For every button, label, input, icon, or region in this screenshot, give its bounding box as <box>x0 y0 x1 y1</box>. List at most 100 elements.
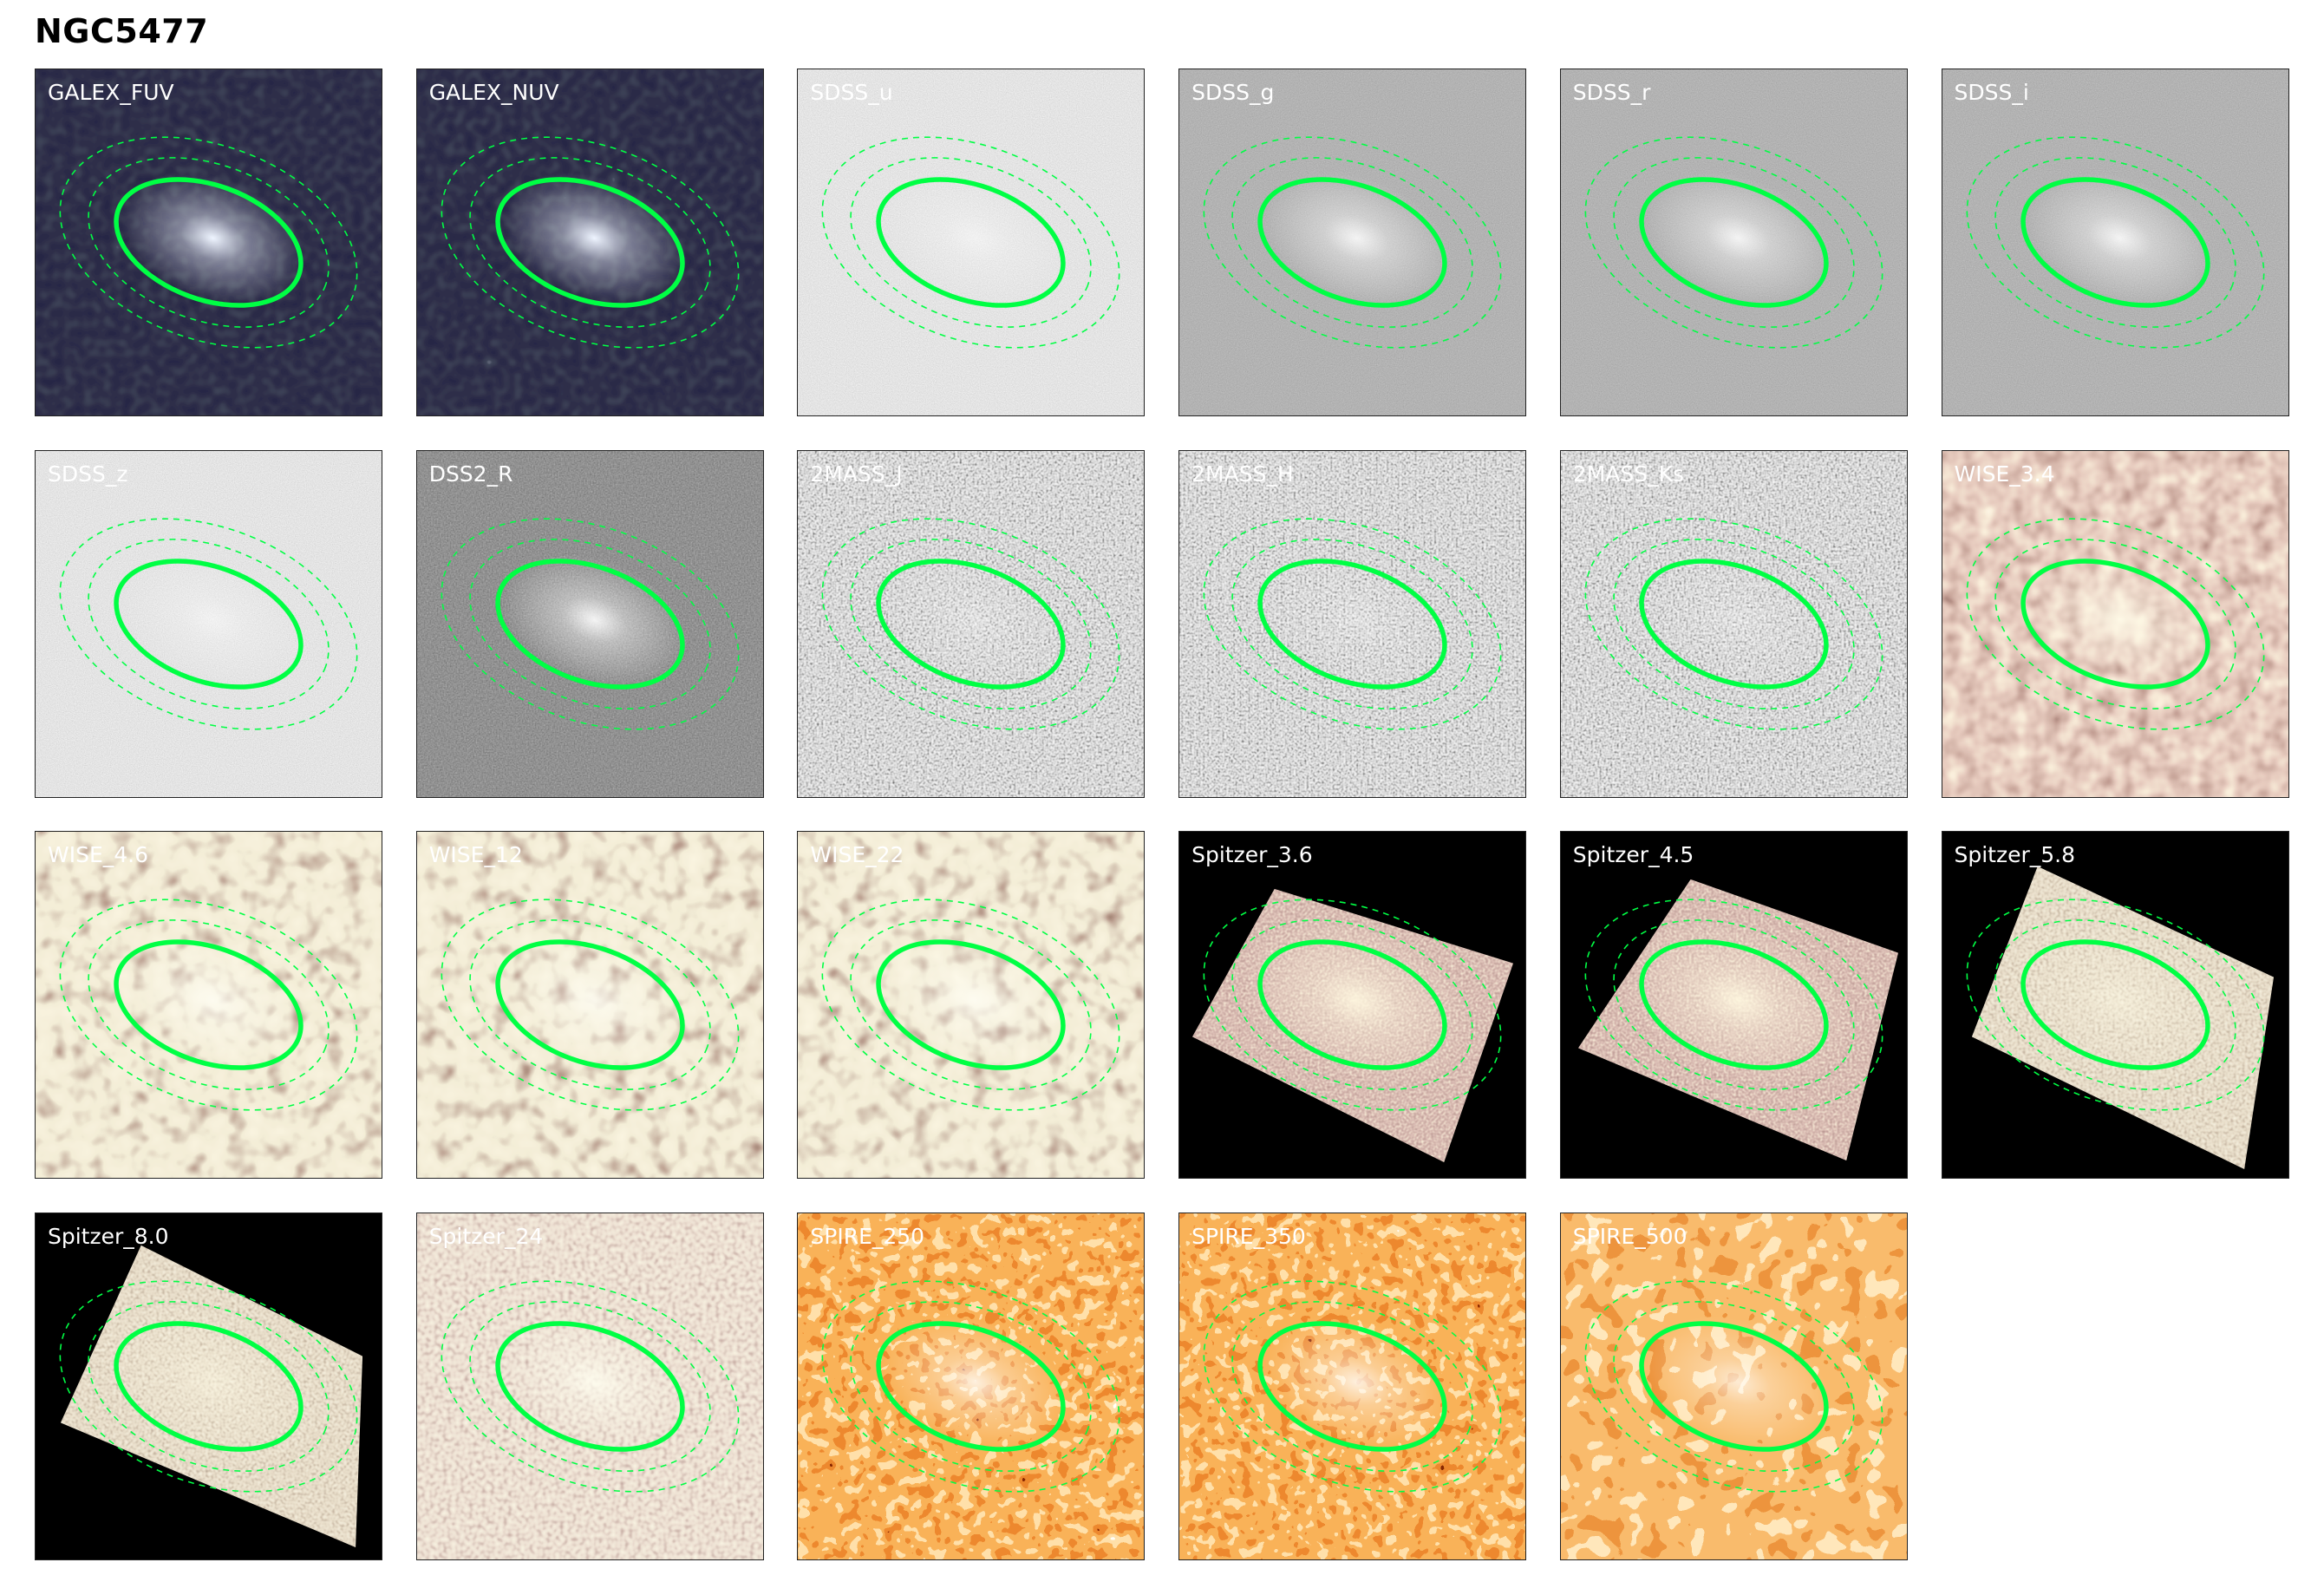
source-aperture <box>494 939 685 1070</box>
band-image <box>1179 450 1526 797</box>
band-image <box>416 1213 763 1559</box>
inner-background-annulus <box>1994 157 2236 328</box>
band-label: WISE_3.4 <box>1954 461 2055 487</box>
band-label: SDSS_g <box>1191 80 1275 105</box>
band-image <box>1560 69 1907 415</box>
source-aperture <box>114 177 304 308</box>
outer-background-annulus <box>59 899 358 1111</box>
inner-background-annulus <box>88 157 330 328</box>
image-panel: 2MASS_Ks <box>1559 449 1908 798</box>
source-aperture <box>1257 939 1447 1070</box>
band-label: Spitzer_5.8 <box>1954 842 2076 867</box>
inner-background-annulus <box>850 538 1093 709</box>
inner-background-annulus <box>468 157 711 328</box>
outer-background-annulus <box>1584 899 1883 1111</box>
source-aperture <box>876 177 1067 308</box>
band-label: Spitzer_4.5 <box>1572 842 1694 867</box>
source-aperture <box>494 558 685 690</box>
band-label: 2MASS_H <box>1191 461 1294 487</box>
band-image <box>36 69 382 415</box>
band-image <box>1942 832 2288 1178</box>
inner-background-annulus <box>1613 1300 1855 1472</box>
outer-background-annulus <box>59 1279 358 1493</box>
image-panel: SDSS_z <box>35 449 382 798</box>
inner-background-annulus <box>1613 919 1855 1090</box>
band-image <box>416 69 763 415</box>
band-label: SPIRE_500 <box>1572 1223 1688 1249</box>
image-panel: Spitzer_24 <box>415 1212 764 1560</box>
image-panel: DSS2_R <box>415 449 764 798</box>
image-panel: SPIRE_250 <box>797 1212 1146 1560</box>
inner-background-annulus <box>850 919 1093 1090</box>
outer-background-annulus <box>1966 899 2264 1111</box>
band-label: GALEX_NUV <box>428 80 559 105</box>
inner-background-annulus <box>88 1300 330 1472</box>
source-aperture <box>494 1320 685 1452</box>
inner-background-annulus <box>468 919 711 1090</box>
source-aperture <box>1257 1320 1447 1452</box>
image-panel: GALEX_NUV <box>415 69 764 416</box>
inner-background-annulus <box>1231 157 1473 328</box>
band-image <box>416 450 763 797</box>
source-aperture <box>2020 177 2210 308</box>
band-image <box>1942 69 2288 415</box>
band-image <box>1560 832 1907 1178</box>
band-image <box>798 450 1145 797</box>
source-aperture <box>876 558 1067 690</box>
source-aperture <box>114 558 304 690</box>
source-aperture <box>2020 558 2210 690</box>
outer-background-annulus <box>821 899 1120 1111</box>
band-label: WISE_22 <box>810 842 904 867</box>
outer-background-annulus <box>441 517 740 730</box>
image-panel: Spitzer_4.5 <box>1559 831 1908 1179</box>
band-image <box>1179 832 1526 1178</box>
band-label: SDSS_u <box>810 80 893 105</box>
band-label: WISE_4.6 <box>48 842 149 867</box>
inner-background-annulus <box>850 1300 1093 1472</box>
band-label: Spitzer_24 <box>428 1223 544 1249</box>
image-panel: 2MASS_H <box>1178 449 1527 798</box>
inner-background-annulus <box>1613 538 1855 709</box>
outer-background-annulus <box>1584 1279 1883 1493</box>
band-image <box>798 69 1145 415</box>
image-panel: SPIRE_350 <box>1178 1212 1527 1560</box>
outer-background-annulus <box>1203 899 1502 1111</box>
source-aperture <box>1639 177 1829 308</box>
band-label: 2MASS_Ks <box>1572 461 1685 487</box>
outer-background-annulus <box>1203 1279 1502 1493</box>
outer-background-annulus <box>1584 517 1883 730</box>
inner-background-annulus <box>468 538 711 709</box>
outer-background-annulus <box>1966 517 2264 730</box>
band-image <box>798 832 1145 1178</box>
band-label: SPIRE_350 <box>1191 1223 1306 1249</box>
band-label: WISE_12 <box>428 842 523 867</box>
image-panel: SDSS_u <box>797 69 1146 416</box>
outer-background-annulus <box>59 517 358 730</box>
band-label: SDSS_i <box>1954 80 2029 105</box>
inner-background-annulus <box>1994 919 2236 1090</box>
outer-background-annulus <box>441 136 740 349</box>
source-aperture <box>1639 1320 1829 1452</box>
source-aperture <box>114 1320 304 1452</box>
band-image <box>1560 450 1907 797</box>
image-panel: Spitzer_3.6 <box>1178 831 1527 1179</box>
band-image <box>1179 69 1526 415</box>
band-label: SPIRE_250 <box>810 1223 925 1249</box>
image-panel: Spitzer_8.0 <box>35 1212 382 1560</box>
image-panel: SPIRE_500 <box>1559 1212 1908 1560</box>
source-aperture <box>1257 558 1447 690</box>
source-aperture <box>2020 939 2210 1070</box>
outer-background-annulus <box>1203 517 1502 730</box>
band-image <box>1179 1213 1526 1559</box>
source-aperture <box>1257 177 1447 308</box>
source-aperture <box>1639 558 1829 690</box>
figure-title: NGC5477 <box>35 12 209 50</box>
source-aperture <box>494 177 685 308</box>
image-panel: Spitzer_5.8 <box>1941 831 2289 1179</box>
source-aperture <box>876 939 1067 1070</box>
inner-background-annulus <box>88 538 330 709</box>
image-panel: WISE_3.4 <box>1941 449 2289 798</box>
band-image <box>1942 450 2288 797</box>
inner-background-annulus <box>1231 919 1473 1090</box>
image-panel: WISE_12 <box>415 831 764 1179</box>
